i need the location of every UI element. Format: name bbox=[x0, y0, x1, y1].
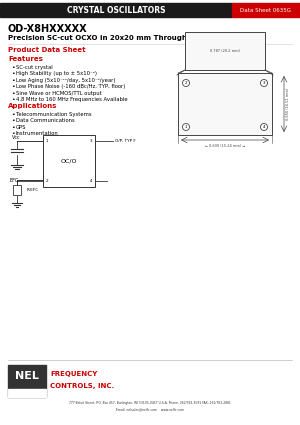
Text: Precision SC-cut OCXO in 20x20 mm Through Hole Package: Precision SC-cut OCXO in 20x20 mm Throug… bbox=[8, 35, 243, 41]
Bar bbox=[185, 32, 265, 70]
Text: OD-X8HXXXXX: OD-X8HXXXXX bbox=[8, 24, 88, 34]
Circle shape bbox=[260, 124, 268, 130]
Text: ← 0.600 (15.24 mm) →: ← 0.600 (15.24 mm) → bbox=[205, 144, 245, 148]
Circle shape bbox=[182, 79, 190, 87]
Bar bbox=[13, 185, 21, 195]
Text: CRYSTAL OSCILLATORS: CRYSTAL OSCILLATORS bbox=[67, 6, 165, 14]
Text: Vcc: Vcc bbox=[12, 134, 21, 139]
Text: Low Aging (5x10⁻¹⁰/day, 5x10⁻⁸/year): Low Aging (5x10⁻¹⁰/day, 5x10⁻⁸/year) bbox=[16, 77, 116, 82]
Text: Applications: Applications bbox=[8, 103, 57, 109]
Circle shape bbox=[260, 79, 268, 87]
Text: GPS: GPS bbox=[16, 125, 26, 130]
Bar bbox=[0, 3, 232, 17]
Text: Product Data Sheet: Product Data Sheet bbox=[8, 47, 85, 53]
Text: O/P, TYP F: O/P, TYP F bbox=[115, 139, 136, 143]
Text: 1: 1 bbox=[46, 139, 48, 143]
Text: 4: 4 bbox=[90, 179, 92, 183]
Bar bbox=[178, 73, 272, 135]
Text: 3: 3 bbox=[263, 81, 265, 85]
Text: •: • bbox=[11, 84, 15, 89]
Text: •: • bbox=[11, 97, 15, 102]
Text: 1: 1 bbox=[185, 125, 187, 129]
Text: •: • bbox=[11, 118, 15, 123]
Text: Email: nelsales@nelfc.com    www.nelfc.com: Email: nelsales@nelfc.com www.nelfc.com bbox=[116, 407, 184, 411]
Circle shape bbox=[182, 124, 190, 130]
Text: Features: Features bbox=[8, 56, 43, 62]
Text: Telecommunication Systems: Telecommunication Systems bbox=[16, 111, 92, 116]
Text: •: • bbox=[11, 91, 15, 96]
Text: •: • bbox=[11, 71, 15, 76]
Text: Data Sheet 0635G: Data Sheet 0635G bbox=[241, 8, 292, 12]
Text: •: • bbox=[11, 111, 15, 116]
Text: High Stability (up to ± 5x10⁻⁹): High Stability (up to ± 5x10⁻⁹) bbox=[16, 71, 97, 76]
Text: NEL: NEL bbox=[15, 371, 39, 380]
Text: 4.8 MHz to 160 MHz Frequencies Available: 4.8 MHz to 160 MHz Frequencies Available bbox=[16, 97, 128, 102]
Bar bbox=[232, 3, 300, 17]
Text: 4: 4 bbox=[263, 125, 265, 129]
Text: Instrumentation: Instrumentation bbox=[16, 131, 59, 136]
Text: •: • bbox=[11, 77, 15, 82]
Text: 3: 3 bbox=[90, 139, 92, 143]
Text: 777 Beloit Street, P.O. Box 457, Burlington, WI 53105-0457 U.S.A. Phone: 262/763: 777 Beloit Street, P.O. Box 457, Burling… bbox=[69, 401, 231, 405]
Text: 2: 2 bbox=[46, 179, 48, 183]
Text: Data Communications: Data Communications bbox=[16, 118, 75, 123]
Bar bbox=[8, 365, 46, 397]
Text: 0.787 (20.2 mm): 0.787 (20.2 mm) bbox=[210, 49, 240, 53]
Bar bbox=[43, 135, 95, 187]
Text: FREQUENCY: FREQUENCY bbox=[50, 371, 97, 377]
Text: CONTROLS, INC.: CONTROLS, INC. bbox=[50, 383, 114, 389]
Bar bbox=[8, 395, 46, 397]
Bar bbox=[8, 389, 46, 391]
Text: 2: 2 bbox=[185, 81, 187, 85]
Text: EFC: EFC bbox=[9, 178, 18, 182]
Text: •: • bbox=[11, 131, 15, 136]
Text: •: • bbox=[11, 125, 15, 130]
Text: Sine Wave or HCMOS/TTL output: Sine Wave or HCMOS/TTL output bbox=[16, 91, 102, 96]
Text: Low Phase Noise (-160 dBc/Hz, TYP, floor): Low Phase Noise (-160 dBc/Hz, TYP, floor… bbox=[16, 84, 125, 89]
Text: 0.650 (16.51 mm): 0.650 (16.51 mm) bbox=[286, 88, 290, 120]
Text: SC-cut crystal: SC-cut crystal bbox=[16, 65, 53, 70]
Text: •: • bbox=[11, 65, 15, 70]
Text: OC/O: OC/O bbox=[61, 159, 77, 164]
Text: R-EFC: R-EFC bbox=[27, 188, 39, 192]
Bar bbox=[8, 392, 46, 394]
